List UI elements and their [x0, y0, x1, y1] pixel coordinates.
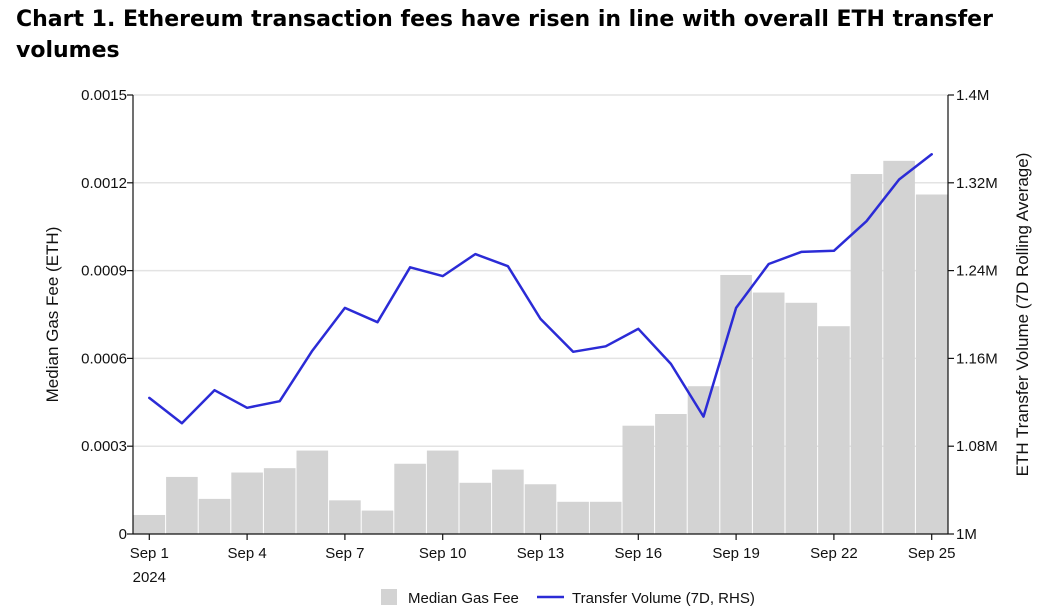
axes	[127, 94, 954, 540]
bar	[687, 386, 720, 534]
bar	[557, 501, 589, 534]
right-tick-label: 1.24M	[956, 263, 998, 280]
left-tick-label: 0.0006	[81, 350, 127, 367]
bar	[329, 500, 361, 534]
x-tick-label: Sep 7	[325, 545, 364, 562]
x-tick-label: Sep 4	[227, 545, 266, 562]
right-tick-label: 1M	[956, 526, 977, 543]
bar	[752, 292, 785, 534]
left-tick-label: 0.0003	[81, 438, 127, 455]
bar	[915, 194, 948, 535]
bar	[133, 514, 166, 534]
bar	[589, 501, 622, 534]
bar	[166, 476, 198, 534]
bar	[198, 498, 231, 534]
bar	[459, 482, 492, 534]
right-tick-label: 1.16M	[956, 350, 998, 367]
bar	[850, 174, 883, 534]
x-year-label: 2024	[133, 569, 166, 586]
legend-swatch-bar	[381, 589, 397, 605]
x-tick-label: Sep 22	[810, 545, 858, 562]
bar	[524, 484, 557, 534]
bar	[785, 302, 818, 534]
bar-series	[133, 160, 948, 535]
right-tick-label: 1.32M	[956, 175, 998, 192]
bar	[394, 463, 426, 534]
bar	[720, 274, 752, 534]
x-tick-label: Sep 16	[615, 545, 663, 562]
left-axis-title: Median Gas Fee (ETH)	[43, 227, 62, 403]
left-tick-label: 0.0015	[81, 87, 127, 104]
x-tick-label: Sep 19	[712, 545, 760, 562]
line-series	[148, 153, 933, 425]
right-tick-label: 1.08M	[956, 438, 998, 455]
bar	[492, 469, 524, 534]
transfer-volume-line	[148, 153, 933, 425]
bar	[296, 450, 329, 534]
chart-title: Chart 1. Ethereum transaction fees have …	[16, 7, 993, 63]
bar	[655, 414, 687, 534]
legend-label-bar: Median Gas Fee	[408, 590, 519, 607]
legend-label-line: Transfer Volume (7D, RHS)	[572, 590, 755, 607]
bar	[231, 472, 263, 534]
x-tick-label: Sep 13	[517, 545, 565, 562]
bar	[361, 510, 394, 534]
left-tick-label: 0.0012	[81, 175, 127, 192]
x-tick-label: Sep 10	[419, 545, 467, 562]
axis-labels: 0 0.0003 0.0006 0.0009 0.0012 0.0015 1M 1.08M 1.…	[43, 87, 1032, 586]
right-tick-label: 1.4M	[956, 87, 989, 104]
left-tick-label: 0.0009	[81, 263, 127, 280]
legend: Median Gas Fee Transfer Volume (7D, RHS)	[381, 589, 755, 607]
x-tick-label: Sep 25	[908, 545, 956, 562]
bar	[622, 425, 655, 534]
bar	[883, 160, 915, 534]
bar	[818, 326, 850, 534]
x-tick-label: Sep 1	[130, 545, 169, 562]
right-axis-title: ETH Transfer Volume (7D Rolling Average)	[1013, 153, 1032, 477]
bar	[426, 450, 459, 534]
left-tick-label: 0	[119, 526, 127, 543]
bar	[263, 468, 296, 534]
